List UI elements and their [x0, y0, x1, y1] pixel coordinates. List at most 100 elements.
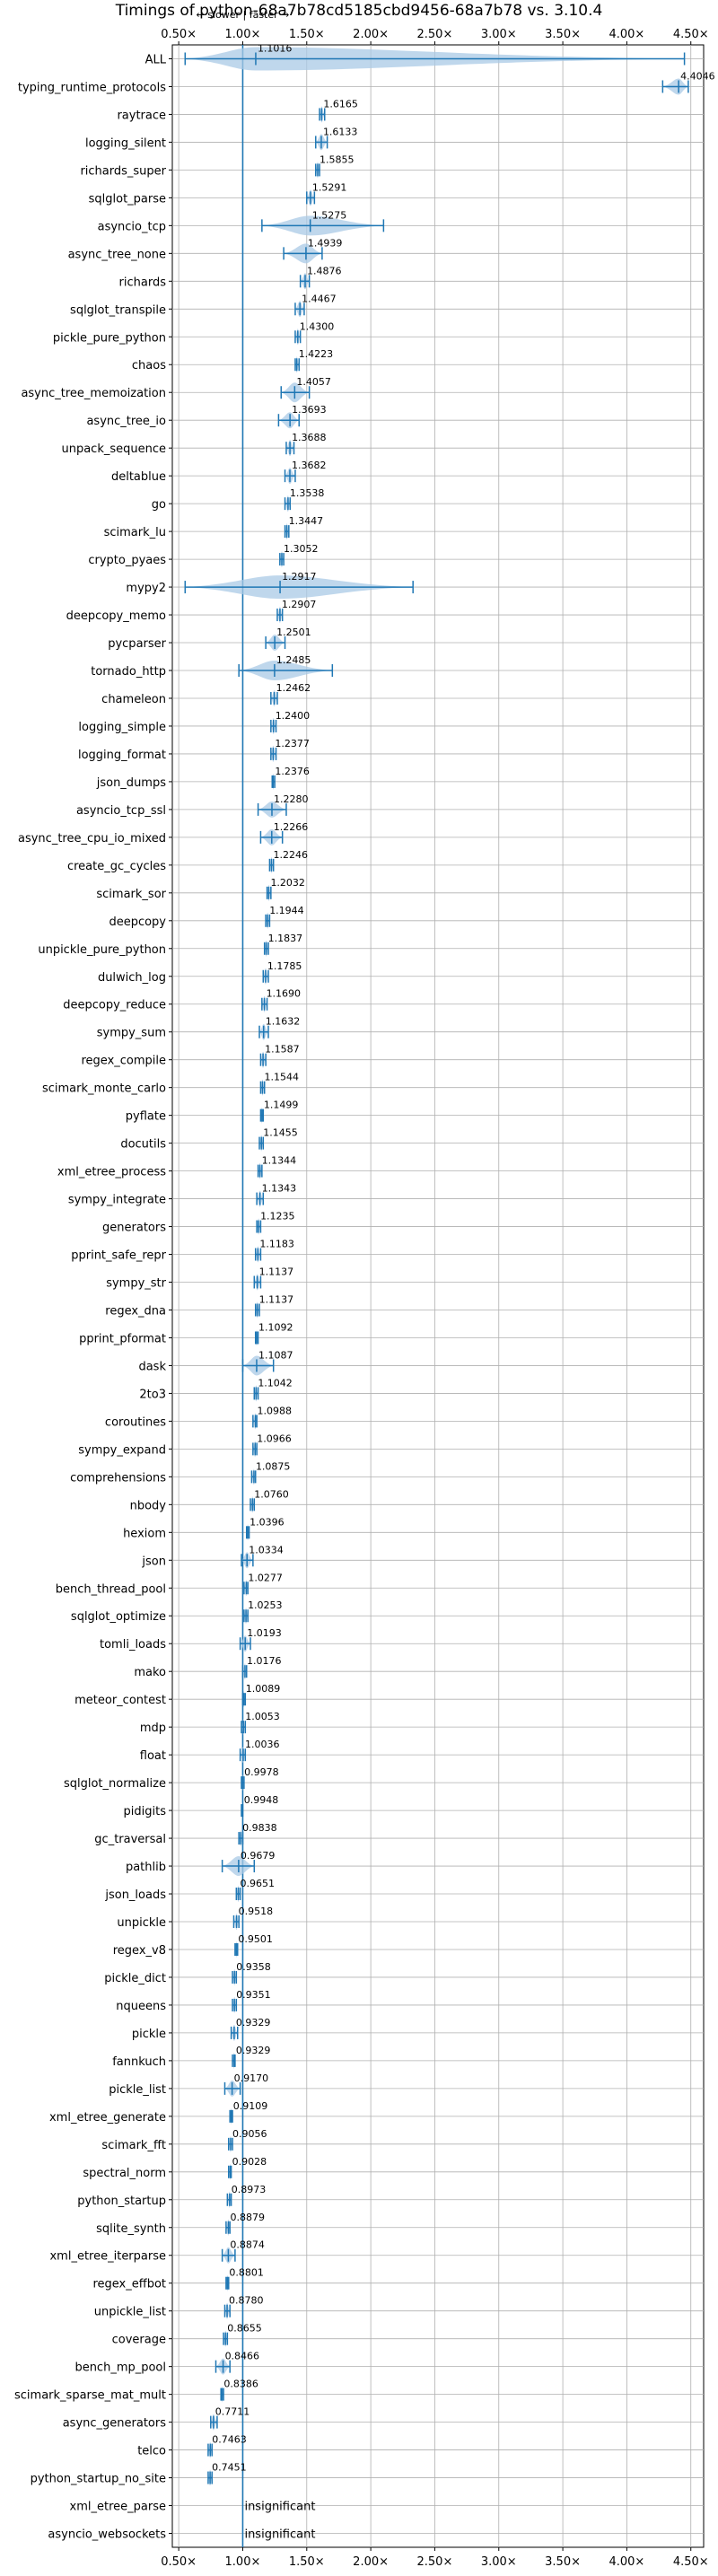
benchmark-label: chaos — [132, 359, 166, 372]
value-label: 1.1455 — [263, 1127, 298, 1139]
benchmark-label: regex_effbot — [92, 2278, 166, 2291]
value-label: 1.2266 — [274, 821, 309, 833]
x-tick-label-top: 2.00× — [353, 28, 389, 41]
benchmark-label: nbody — [130, 1499, 167, 1512]
benchmark-label: xml_etree_process — [57, 1166, 166, 1179]
benchmark-label: logging_format — [78, 749, 166, 762]
value-label: 1.3447 — [289, 515, 324, 527]
x-tick-label-top: 4.50× — [673, 28, 709, 41]
value-label: 1.0053 — [245, 1711, 280, 1722]
x-tick-label-bottom: 1.50× — [289, 2555, 325, 2569]
x-tick-label-top: 1.00× — [225, 28, 261, 41]
insignificant-label: insignificant — [244, 2528, 315, 2542]
value-label: 1.3693 — [292, 404, 327, 416]
value-label: 1.2377 — [275, 738, 310, 749]
value-label: 1.3052 — [284, 543, 319, 555]
value-label: 0.8874 — [230, 2239, 265, 2251]
value-label: 1.0966 — [257, 1433, 292, 1444]
benchmark-label: pickle_dict — [104, 1972, 166, 1985]
x-tick-label-bottom: 2.50× — [417, 2555, 453, 2569]
value-label: 0.9109 — [233, 2100, 268, 2112]
value-label: 0.9056 — [232, 2128, 267, 2140]
benchmark-label: sqlglot_parse — [89, 192, 166, 206]
value-label: 0.9028 — [232, 2156, 267, 2168]
value-label: 1.1042 — [258, 1377, 293, 1389]
benchmark-label: json_dumps — [96, 776, 166, 790]
value-label: 1.1632 — [266, 1016, 301, 1028]
benchmark-label: deepcopy — [109, 916, 166, 929]
value-label: 0.9518 — [239, 1906, 274, 1917]
benchmark-label: unpickle — [117, 1916, 166, 1930]
benchmark-label: python_startup — [77, 2195, 166, 2208]
benchmark-label: async_tree_memoization — [21, 387, 166, 400]
benchmark-label: pidigits — [124, 1805, 167, 1818]
x-tick-label-bottom: 3.50× — [545, 2555, 581, 2569]
benchmark-label: coverage — [112, 2334, 166, 2347]
value-label: 0.9329 — [236, 2017, 271, 2028]
value-label: 0.9838 — [242, 1822, 277, 1834]
value-label: 1.6133 — [323, 126, 358, 137]
benchmark-label: pprint_safe_repr — [71, 1249, 166, 1263]
value-label: 1.1016 — [258, 42, 293, 54]
value-label: 1.6165 — [323, 98, 358, 110]
value-label: 0.9358 — [236, 1961, 271, 1973]
value-label: 0.9329 — [236, 2045, 271, 2056]
benchmark-label: coroutines — [105, 1415, 166, 1429]
value-label: 1.2501 — [276, 626, 311, 638]
benchmark-label: asyncio_tcp_ssl — [76, 804, 166, 818]
value-label: 0.9170 — [234, 2072, 269, 2084]
value-label: 1.1343 — [262, 1183, 297, 1195]
value-label: 1.0277 — [248, 1572, 283, 1583]
x-tick-label-top: 0.50× — [161, 28, 197, 41]
value-label: 1.1544 — [264, 1072, 299, 1083]
value-label: 1.1235 — [260, 1211, 295, 1222]
benchmark-label: regex_dna — [105, 1304, 166, 1318]
value-label: 1.1944 — [269, 905, 304, 916]
benchmark-label: bench_thread_pool — [56, 1582, 166, 1596]
x-tick-label-top: 3.00× — [481, 28, 517, 41]
benchmark-label: scimark_sor — [96, 888, 166, 901]
benchmark-label: typing_runtime_protocols — [18, 81, 166, 94]
value-label: 1.2032 — [270, 877, 305, 889]
benchmark-label: regex_v8 — [113, 1944, 166, 1958]
x-tick-label-top: 1.50× — [289, 28, 325, 41]
benchmark-label: tomli_loads — [100, 1638, 166, 1652]
benchmark-label: telco — [137, 2445, 166, 2458]
benchmark-label: pickle_pure_python — [53, 331, 166, 345]
x-tick-label-top: 4.00× — [609, 28, 644, 41]
benchmark-label: pickle_list — [109, 2083, 166, 2097]
benchmark-label: crypto_pyaes — [88, 554, 166, 567]
value-label: 0.9948 — [244, 1794, 279, 1806]
value-label: 1.1690 — [267, 988, 302, 1000]
value-label: 1.0396 — [250, 1516, 285, 1528]
benchmark-label: pathlib — [126, 1861, 166, 1874]
benchmark-label: dulwich_log — [98, 971, 166, 985]
benchmark-label: deepcopy_reduce — [63, 999, 166, 1012]
value-label: 1.0253 — [248, 1599, 283, 1611]
value-label: 0.9978 — [244, 1766, 279, 1778]
benchmark-label: async_tree_none — [68, 248, 166, 261]
benchmark-label: scimark_fft — [101, 2139, 166, 2152]
value-label: 1.2400 — [276, 710, 311, 722]
benchmark-label: deepcopy_memo — [66, 609, 166, 623]
benchmark-label: docutils — [120, 1138, 166, 1152]
benchmark-label: async_tree_cpu_io_mixed — [18, 832, 166, 846]
value-label: 1.1137 — [259, 1293, 294, 1305]
benchmark-label: sqlglot_optimize — [71, 1610, 166, 1624]
value-label: 1.2376 — [275, 766, 310, 777]
benchmark-label: meteor_contest — [74, 1694, 166, 1707]
x-tick-label-bottom: 0.50× — [161, 2555, 197, 2569]
value-label: 1.4939 — [308, 237, 343, 249]
benchmark-label: scimark_monte_carlo — [42, 1082, 166, 1096]
benchmark-label: logging_simple — [78, 721, 166, 734]
value-label: 1.2462 — [276, 682, 311, 694]
value-label: 1.2485 — [276, 654, 311, 666]
plot-frame — [171, 44, 705, 2548]
value-label: 0.9651 — [240, 1878, 275, 1889]
value-label: 1.0334 — [249, 1544, 284, 1555]
benchmark-label: bench_mp_pool — [74, 2361, 166, 2375]
benchmark-label: logging_silent — [85, 136, 166, 150]
value-label: 0.8801 — [229, 2267, 263, 2279]
benchmark-label: mypy2 — [126, 582, 166, 595]
value-label: 1.2917 — [282, 571, 317, 583]
